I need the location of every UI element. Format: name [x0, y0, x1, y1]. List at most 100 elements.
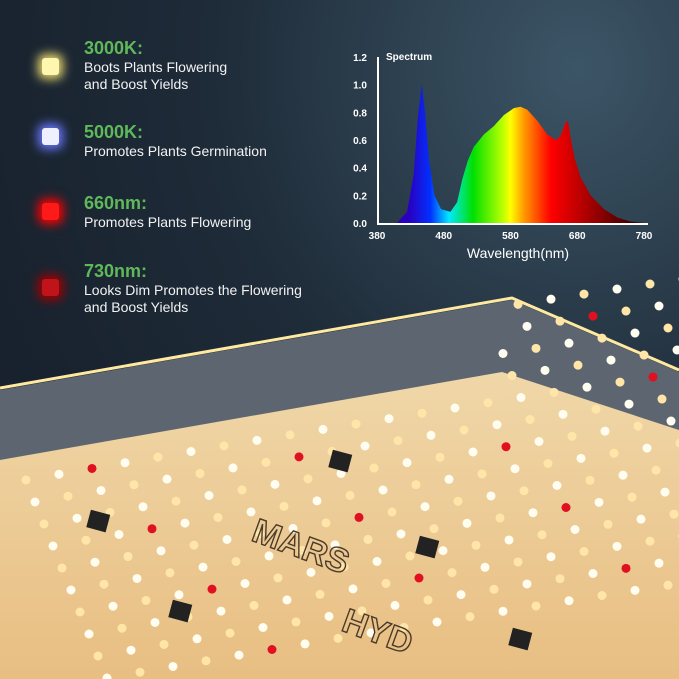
- red-led: [87, 463, 97, 473]
- white-led: [417, 408, 427, 418]
- white-led: [663, 580, 673, 590]
- feature-desc: Promotes Plants Flowering: [84, 214, 252, 230]
- white-led: [204, 491, 214, 500]
- x-tick-label: 480: [435, 231, 452, 242]
- white-led: [654, 558, 664, 568]
- white-led: [195, 469, 205, 478]
- white-led: [609, 448, 619, 458]
- white-led: [432, 617, 442, 627]
- white-led: [471, 540, 481, 550]
- white-led: [444, 474, 454, 484]
- white-led: [564, 338, 574, 348]
- white-led: [519, 486, 529, 496]
- white-led: [579, 547, 589, 556]
- white-led: [132, 573, 142, 583]
- feature-title: 660nm:: [84, 193, 148, 213]
- red-led: [561, 503, 571, 512]
- white-led: [159, 639, 169, 649]
- white-led: [468, 447, 478, 457]
- white-led: [546, 552, 556, 562]
- y-tick-label: 1.2: [353, 53, 367, 64]
- led-5000k-icon: [42, 128, 59, 145]
- white-led: [153, 452, 163, 462]
- white-led: [351, 419, 361, 429]
- white-led: [654, 301, 664, 311]
- white-led: [180, 518, 190, 528]
- white-led: [630, 328, 640, 338]
- white-led: [300, 639, 310, 649]
- white-led: [348, 584, 358, 594]
- white-led: [228, 463, 238, 473]
- white-led: [171, 496, 181, 506]
- white-led: [93, 651, 103, 661]
- white-led: [141, 595, 151, 605]
- white-led: [345, 490, 355, 500]
- red-led: [621, 563, 631, 573]
- white-led: [54, 469, 64, 479]
- white-led: [540, 365, 550, 375]
- white-led: [597, 591, 607, 600]
- white-led: [114, 529, 124, 539]
- white-led: [39, 519, 49, 529]
- y-tick-label: 0.2: [353, 191, 367, 202]
- white-led: [255, 529, 265, 539]
- white-led: [216, 606, 226, 616]
- white-led: [492, 420, 502, 430]
- white-led: [72, 513, 82, 523]
- white-led: [453, 496, 463, 506]
- white-led: [498, 606, 508, 616]
- white-led: [90, 557, 100, 567]
- white-led: [639, 350, 649, 360]
- white-led: [162, 474, 172, 484]
- white-led: [456, 590, 466, 600]
- x-tick-label: 580: [502, 231, 519, 242]
- driver-chip: [328, 449, 353, 473]
- feature-desc: Promotes Plants Germination: [84, 143, 267, 159]
- white-led: [156, 546, 166, 556]
- white-led: [150, 617, 160, 627]
- white-led: [192, 634, 202, 644]
- white-led: [612, 284, 622, 294]
- white-led: [516, 393, 526, 402]
- white-led: [621, 306, 631, 316]
- white-led: [531, 343, 541, 353]
- white-led: [627, 492, 637, 502]
- white-led: [30, 497, 40, 507]
- white-led: [234, 650, 244, 660]
- white-led: [513, 557, 523, 567]
- feature-desc: Looks Dim Promotes the Flowering: [84, 282, 302, 298]
- white-led: [504, 535, 514, 545]
- white-led: [291, 617, 301, 627]
- white-led: [273, 573, 283, 583]
- white-led: [411, 480, 421, 490]
- white-led: [318, 424, 328, 434]
- white-led: [546, 294, 556, 304]
- red-led: [207, 584, 217, 594]
- red-led: [414, 573, 424, 583]
- white-led: [480, 562, 490, 572]
- white-led: [576, 453, 586, 463]
- white-led: [645, 279, 655, 289]
- white-led: [324, 611, 334, 621]
- driver-chip: [508, 627, 533, 651]
- white-led: [198, 562, 208, 572]
- white-led: [465, 612, 475, 622]
- white-led: [618, 470, 628, 480]
- white-led: [663, 323, 673, 333]
- white-led: [588, 569, 598, 578]
- red-led: [588, 311, 598, 321]
- white-led: [420, 502, 430, 512]
- y-tick-label: 0.8: [353, 108, 367, 119]
- white-led: [633, 421, 643, 431]
- white-led: [675, 438, 679, 448]
- spectrum-area: [397, 84, 644, 224]
- white-led: [498, 349, 508, 358]
- white-led: [168, 661, 178, 671]
- white-led: [135, 667, 145, 677]
- white-led: [315, 589, 325, 599]
- white-led: [573, 360, 583, 370]
- led-730nm-icon: [42, 279, 59, 296]
- y-tick-label: 1.0: [353, 81, 367, 92]
- white-led: [312, 496, 322, 506]
- white-led: [213, 513, 223, 522]
